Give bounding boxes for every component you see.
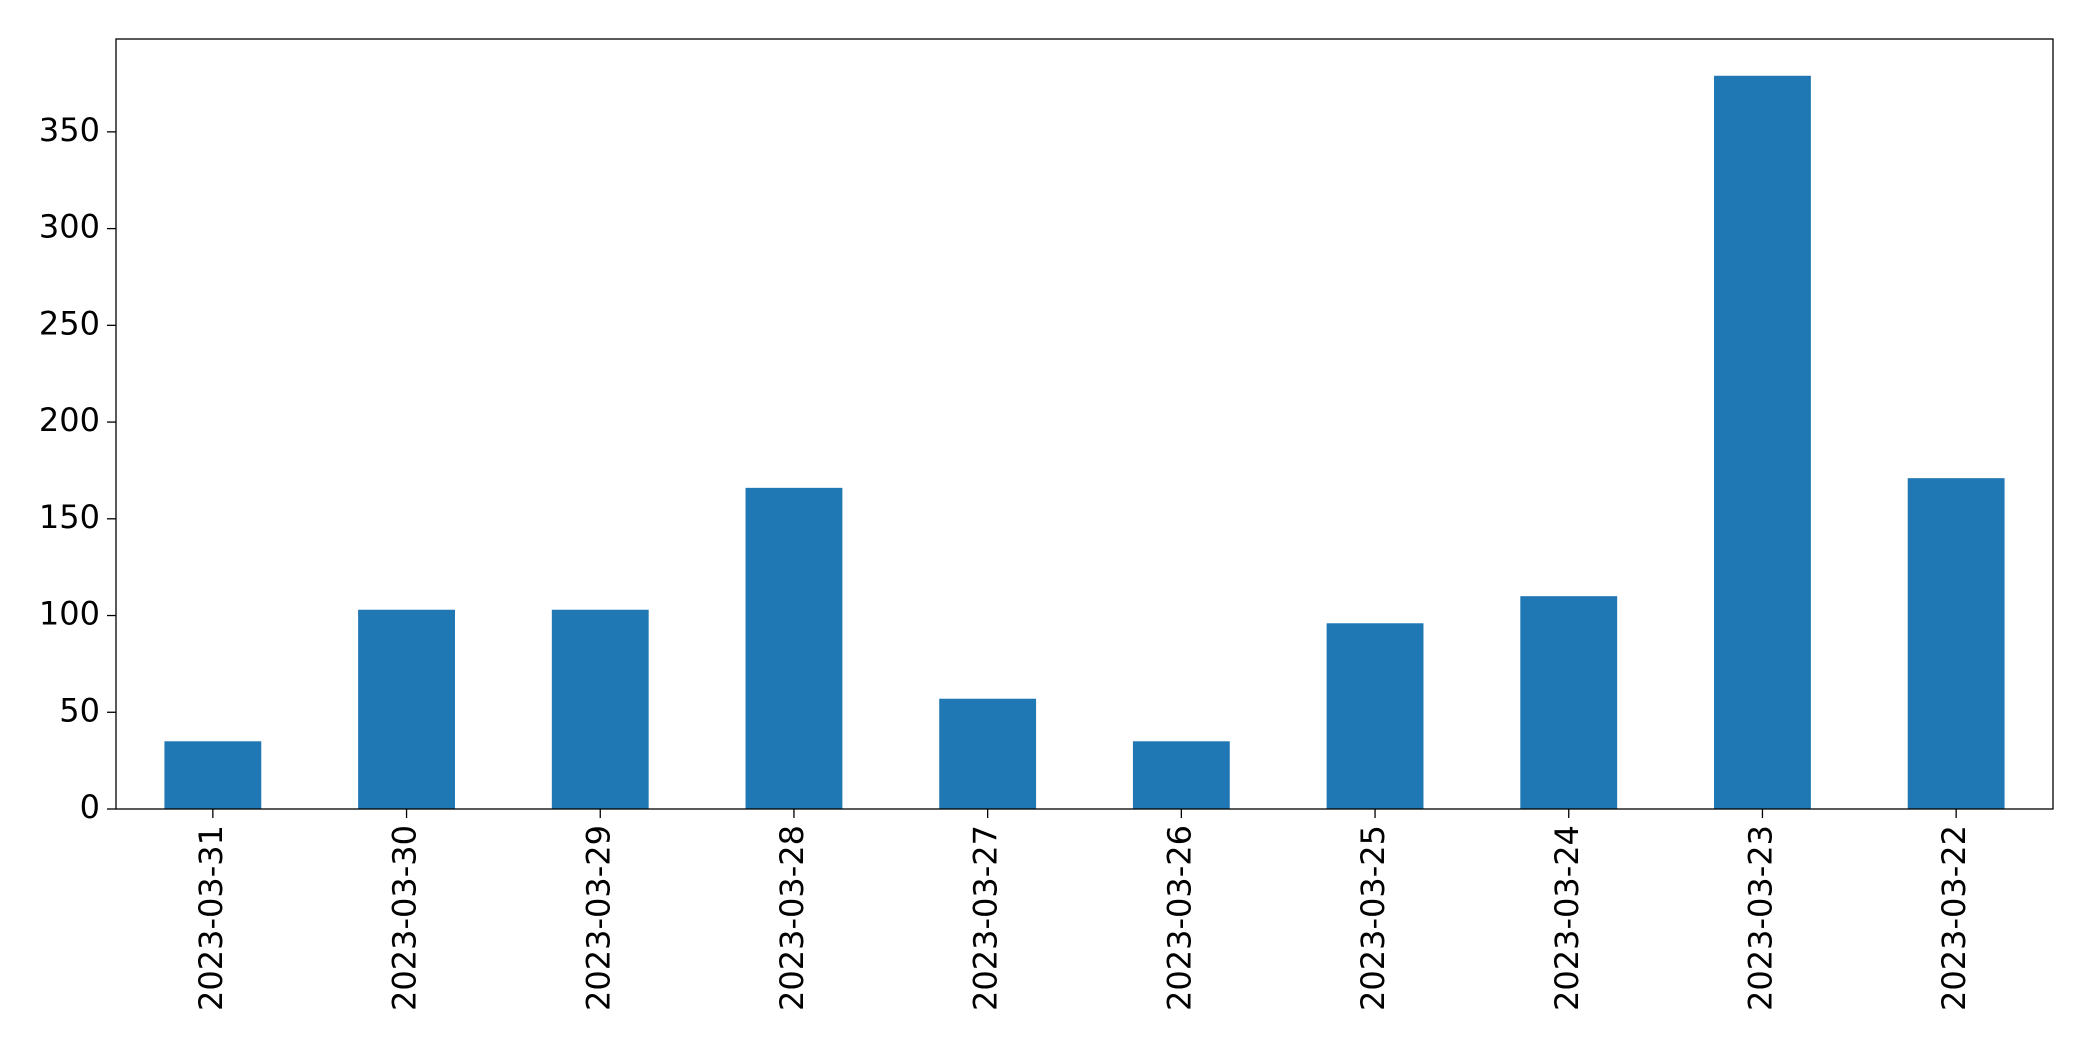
y-tick-label: 0 <box>80 788 100 826</box>
x-tick-label: 2023-03-27 <box>967 825 1005 1011</box>
x-tick-label: 2023-03-28 <box>773 825 811 1011</box>
y-tick-label: 100 <box>39 595 100 633</box>
plot-frame <box>115 38 2054 810</box>
bar <box>1132 741 1230 809</box>
y-tick-label: 50 <box>59 691 100 729</box>
bar <box>939 698 1037 809</box>
bar <box>1907 478 2005 809</box>
bar <box>745 487 843 809</box>
y-tick-label: 300 <box>39 208 100 246</box>
y-tick-label: 250 <box>39 304 100 342</box>
x-tick-label: 2023-03-31 <box>192 825 230 1011</box>
x-tick-label: 2023-03-22 <box>1935 825 1973 1011</box>
bar <box>358 609 455 809</box>
y-tick-label: 200 <box>39 401 100 439</box>
bar <box>551 609 649 809</box>
y-tick-label: 350 <box>39 111 100 149</box>
bar <box>1326 623 1424 809</box>
x-tick-label: 2023-03-25 <box>1354 825 1392 1011</box>
bar <box>1714 75 1811 810</box>
x-tick-label: 2023-03-29 <box>579 825 617 1011</box>
y-tick-label: 150 <box>39 498 100 536</box>
bar <box>1520 596 1618 809</box>
x-tick-label: 2023-03-24 <box>1548 825 1586 1011</box>
bar <box>164 741 262 809</box>
x-tick-label: 2023-03-30 <box>386 825 424 1011</box>
x-tick-label: 2023-03-26 <box>1160 825 1198 1011</box>
x-tick-label: 2023-03-23 <box>1741 825 1779 1011</box>
